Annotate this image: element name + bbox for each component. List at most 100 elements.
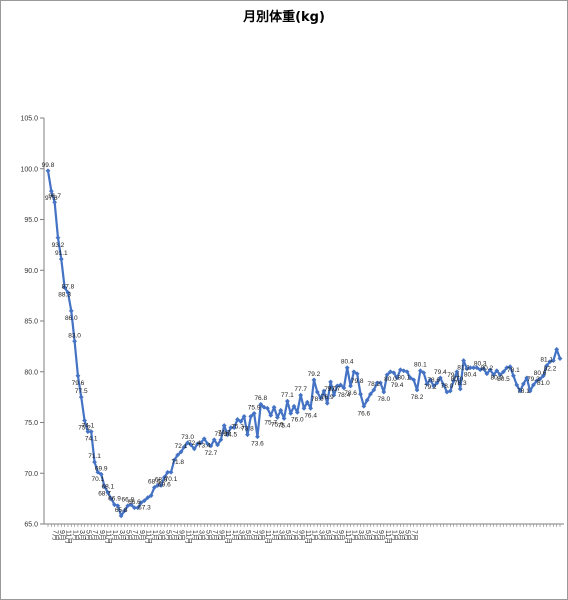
data-point — [105, 490, 111, 495]
data-point — [484, 371, 490, 377]
x-tick-label: 9月 — [58, 530, 66, 541]
data-point — [215, 442, 220, 448]
data-label: 65.8 — [115, 507, 128, 514]
data-point — [384, 372, 390, 378]
data-point — [374, 380, 380, 386]
x-tick-label: 11月 — [224, 530, 232, 544]
data-label: 80.0 — [384, 376, 397, 383]
x-tick-label: 5月 — [124, 530, 132, 541]
data-label: 80.4 — [464, 372, 477, 379]
data-point — [404, 369, 410, 375]
x-tick-label: 7月 — [331, 530, 339, 541]
data-point — [155, 483, 161, 488]
data-label: 73.3 — [215, 431, 228, 438]
data-point — [265, 405, 270, 411]
y-tick-label: 90.0 — [24, 268, 38, 275]
data-label: 74.1 — [82, 423, 95, 430]
data-point — [125, 503, 131, 509]
data-point — [115, 503, 121, 509]
data-label: 77.1 — [281, 392, 294, 399]
data-label: 74.5 — [225, 432, 238, 439]
data-point — [474, 365, 480, 371]
data-point — [341, 385, 347, 391]
data-label: 67.3 — [138, 505, 151, 512]
x-tick-label: 5月 — [204, 530, 212, 541]
data-point — [175, 452, 181, 458]
data-point — [102, 484, 107, 489]
data-point — [151, 485, 157, 490]
data-point — [524, 375, 530, 381]
data-point — [188, 442, 194, 448]
data-label: 87.8 — [62, 284, 75, 291]
data-point — [507, 364, 513, 370]
data-point — [132, 505, 137, 511]
data-label: 79.4 — [434, 369, 447, 376]
data-point — [185, 440, 191, 446]
data-point — [161, 474, 167, 480]
data-label: 72.1 — [175, 443, 188, 450]
x-tick-label: 1月 — [311, 530, 319, 541]
data-point — [145, 495, 151, 501]
data-point — [142, 498, 147, 504]
x-tick-label: 3月 — [357, 530, 365, 541]
data-label: 78.1 — [517, 388, 530, 395]
data-point — [461, 358, 466, 363]
x-tick-label: 1月 — [231, 530, 239, 541]
data-label: 75.9 — [248, 404, 261, 411]
data-point — [521, 381, 526, 387]
data-point — [354, 371, 360, 377]
x-tick-label: 7月 — [51, 530, 59, 541]
data-point — [271, 404, 277, 410]
data-point — [255, 434, 260, 440]
data-point — [108, 496, 114, 502]
data-label: 76.0 — [291, 416, 304, 423]
data-label: 81.1 — [540, 357, 553, 364]
y-tick-label: 70.0 — [24, 471, 38, 478]
data-point — [211, 437, 217, 443]
x-tick-label: 9月 — [218, 530, 226, 541]
data-label: 73.4 — [198, 443, 211, 450]
data-point — [268, 412, 274, 418]
x-tick-label: 7月 — [131, 530, 139, 541]
data-point — [441, 382, 447, 388]
data-point — [501, 369, 506, 375]
data-point — [72, 338, 77, 344]
data-label: 68.7 — [98, 490, 111, 497]
data-label: 73.8 — [241, 426, 254, 433]
data-point — [75, 373, 81, 379]
data-label: 79.3 — [527, 376, 540, 383]
x-tick-label: 11月 — [384, 530, 392, 544]
data-point — [195, 441, 201, 447]
x-tick-label: 11月 — [344, 530, 352, 544]
data-point — [311, 377, 317, 383]
data-point — [288, 410, 294, 416]
data-point — [65, 290, 71, 295]
x-tick-label: 3月 — [238, 530, 246, 541]
data-point — [371, 387, 377, 393]
data-label: 79.2 — [424, 384, 437, 391]
data-point — [181, 444, 187, 450]
data-point — [411, 377, 417, 383]
data-point — [447, 388, 453, 394]
data-point — [168, 469, 174, 475]
data-label: 77.7 — [294, 386, 307, 393]
data-label: 73.6 — [251, 441, 264, 448]
data-label: 80.1 — [414, 362, 427, 369]
data-point — [527, 388, 533, 394]
x-tick-label: 1月 — [390, 530, 398, 541]
data-point — [451, 378, 457, 384]
data-point — [471, 365, 476, 371]
data-point — [514, 382, 520, 388]
data-label: 79.1 — [447, 372, 460, 379]
x-tick-label: 3月 — [277, 530, 285, 541]
x-tick-label: 3月 — [118, 530, 126, 541]
data-point — [417, 368, 423, 374]
x-tick-label: 1月 — [191, 530, 199, 541]
data-point — [178, 449, 184, 455]
data-label: 79.6 — [72, 380, 85, 387]
data-point — [235, 417, 240, 422]
data-label: 78.3 — [454, 380, 467, 387]
data-point — [148, 493, 154, 498]
x-tick-label: 3月 — [78, 530, 86, 541]
data-point — [248, 414, 254, 419]
